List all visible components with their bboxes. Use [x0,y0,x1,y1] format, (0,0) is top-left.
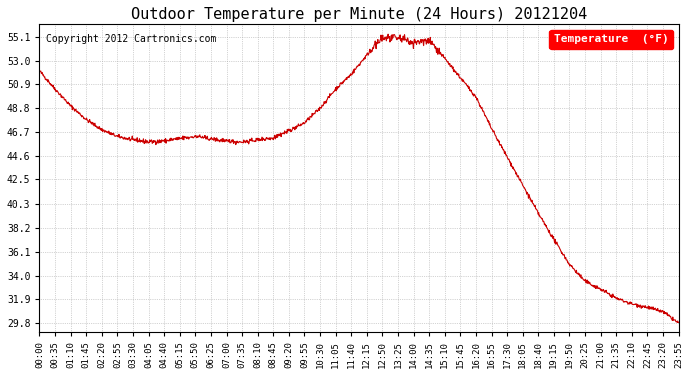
Temperature  (°F) [384,32,392,36]
Title: Outdoor Temperature per Minute (24 Hours) 20121204: Outdoor Temperature per Minute (24 Hours… [131,7,587,22]
Temperature  (°F) [674,320,682,325]
Temperature  (°F) [249,139,257,143]
Temperature  (°F) [35,68,43,73]
Temperature  (°F) [162,141,170,146]
Text: Copyright 2012 Cartronics.com: Copyright 2012 Cartronics.com [46,34,216,44]
Legend: Temperature  (°F): Temperature (°F) [549,30,673,49]
Temperature  (°F) [459,79,467,84]
Temperature  (°F) [599,287,607,292]
Temperature  (°F) [542,225,551,230]
Temperature  (°F) [177,136,186,141]
Line: Temperature  (°F): Temperature (°F) [39,34,678,322]
